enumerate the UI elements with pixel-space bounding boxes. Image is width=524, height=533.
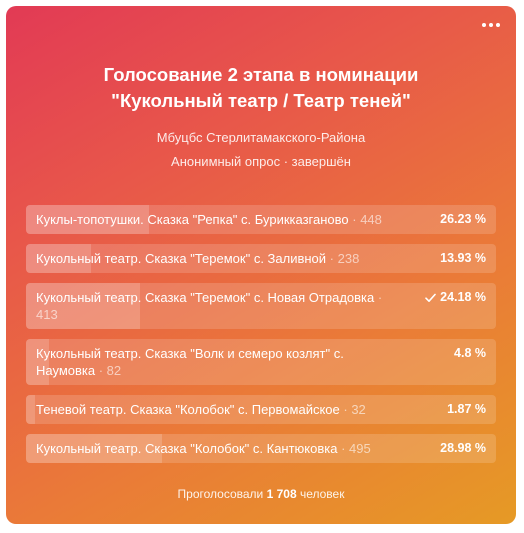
option-percent-value: 26.23 % [440,212,486,226]
option-percent-value: 28.98 % [440,441,486,455]
option-percent: 1.87 % [447,401,486,418]
poll-options: Куклы-топотушки. Сказка "Репка" с. Бурик… [26,205,496,473]
option-label: Кукольный театр. Сказка "Колобок" с. Кан… [26,434,496,463]
poll-option[interactable]: Куклы-топотушки. Сказка "Репка" с. Бурик… [26,205,496,234]
option-count: · 413 [36,290,383,322]
option-fill-bar [26,434,163,463]
option-fill-bar [26,339,49,385]
more-dots-icon [482,23,486,27]
option-percent: 4.8 % [454,345,486,362]
footer-suffix: человек [299,487,345,501]
option-text: Куклы-топотушки. Сказка "Репка" с. Бурик… [36,212,349,227]
option-percent: 24.18 % [425,289,486,306]
option-percent-value: 4.8 % [454,346,486,360]
option-label: Кукольный театр. Сказка "Теремок" с. Зал… [26,244,496,273]
option-percent-value: 24.18 % [440,290,486,304]
option-text: Кукольный театр. Сказка "Волк и семеро к… [36,346,344,378]
more-dots-icon [489,23,493,27]
poll-footer: Проголосовали 1 708 человек [6,487,516,501]
more-dots-icon [496,23,500,27]
option-percent: 28.98 % [440,440,486,457]
option-label: Кукольный театр. Сказка "Теремок" с. Нов… [26,283,496,329]
poll-meta: Анонимный опрос · завершён [171,154,351,169]
check-icon [425,293,436,302]
option-percent: 26.23 % [440,211,486,228]
poll-option[interactable]: Кукольный театр. Сказка "Колобок" с. Кан… [26,434,496,463]
poll-title-line: Голосование 2 этапа в номинации [103,64,419,85]
poll-option[interactable]: Кукольный театр. Сказка "Теремок" с. Зал… [26,244,496,273]
option-percent: 13.93 % [440,250,486,267]
option-label: Теневой театр. Сказка "Колобок" с. Перво… [26,395,496,424]
option-count: · 238 [329,251,360,266]
option-count: · 495 [341,441,371,456]
option-text: Кукольный театр. Сказка "Теремок" с. Зал… [36,251,327,266]
poll-title-line: "Кукольный театр / Театр теней" [111,90,411,111]
footer-prefix: Проголосовали [177,487,264,501]
option-count: · 448 [352,212,382,227]
option-text: Кукольный театр. Сказка "Колобок" с. Кан… [36,441,338,456]
poll-author[interactable]: Мбуцбс Стерлитамакского-Района [156,130,366,145]
option-count: · 82 [98,363,122,378]
option-text: Теневой театр. Сказка "Колобок" с. Перво… [36,402,340,417]
more-options-button[interactable] [480,18,502,32]
poll-option[interactable]: Теневой театр. Сказка "Колобок" с. Перво… [26,395,496,424]
option-count: · 32 [343,402,366,417]
option-percent-value: 1.87 % [447,402,486,416]
option-fill-bar [26,283,140,329]
option-percent-value: 13.93 % [440,251,486,265]
option-label: Куклы-топотушки. Сказка "Репка" с. Бурик… [26,205,496,234]
poll-option[interactable]: Кукольный театр. Сказка "Волк и семеро к… [26,339,496,385]
poll-option[interactable]: Кукольный театр. Сказка "Теремок" с. Нов… [26,283,496,329]
poll-card: Голосование 2 этапа в номинации "Кукольн… [6,6,516,524]
footer-voter-count: 1 708 [266,487,297,501]
option-label: Кукольный театр. Сказка "Волк и семеро к… [26,339,496,385]
option-text: Кукольный театр. Сказка "Теремок" с. Нов… [36,290,375,305]
poll-title: Голосование 2 этапа в номинации "Кукольн… [26,62,496,114]
option-fill-bar [26,244,92,273]
option-fill-bar [26,205,150,234]
option-fill-bar [26,395,35,424]
